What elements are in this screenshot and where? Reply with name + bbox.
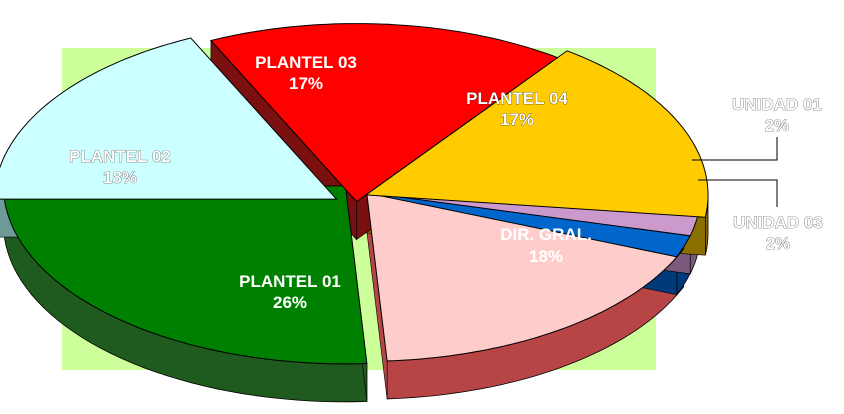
slice-plantel-03 bbox=[209, 23, 559, 203]
slice-value-plantel-02: 18% bbox=[103, 168, 137, 187]
leader-line-unidad-03 bbox=[698, 179, 778, 207]
slice-label-plantel-02: PLANTEL 02 bbox=[69, 147, 171, 166]
slice-label-unidad-01: UNIDAD 01 bbox=[732, 95, 822, 114]
slice-plantel-02 bbox=[0, 37, 338, 200]
slice-label-plantel-03: PLANTEL 03 bbox=[255, 53, 357, 72]
slice-label-plantel-04: PLANTEL 04 bbox=[466, 89, 568, 108]
slice-plantel-04 bbox=[364, 50, 709, 218]
slice-value-plantel-03: 17% bbox=[289, 74, 323, 93]
slice-dir-gral bbox=[365, 182, 685, 362]
slice-value-plantel-04: 17% bbox=[500, 110, 534, 129]
slice-unidad-03 bbox=[358, 190, 691, 258]
slice-value-unidad-03: 2% bbox=[766, 234, 791, 253]
slice-value-dir-gral: 18% bbox=[529, 247, 563, 266]
slice-tops bbox=[0, 23, 709, 365]
leader-line-unidad-01 bbox=[692, 137, 778, 161]
slice-label-dir-gral: DIR. GRAL. bbox=[500, 225, 592, 244]
slice-unidad-01 bbox=[358, 191, 699, 237]
slice-plantel-01 bbox=[2, 185, 368, 365]
slice-label-unidad-03: UNIDAD 03 bbox=[733, 213, 823, 232]
slice-label-plantel-01: PLANTEL 01 bbox=[239, 272, 341, 291]
slice-value-unidad-01: 2% bbox=[765, 116, 790, 135]
slice-labels: PLANTEL 01 26% PLANTEL 02 18% PLANTEL 03… bbox=[69, 53, 823, 312]
slice-value-plantel-01: 26% bbox=[273, 293, 307, 312]
